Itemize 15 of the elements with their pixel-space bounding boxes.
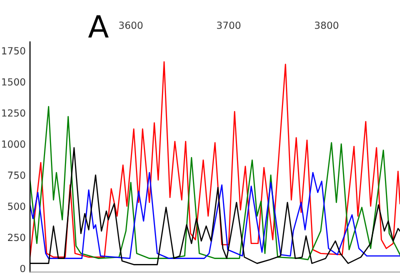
x-tick-label: 3600: [119, 22, 143, 29]
line-series: [30, 106, 400, 260]
x-tick-label: 3800: [314, 22, 338, 29]
x-tick-label: 3700: [217, 22, 240, 29]
y-tick-label: 1250: [2, 109, 26, 117]
y-tick-label: 1500: [2, 78, 26, 86]
y-tick-label: 500: [8, 202, 26, 210]
line-series: [30, 172, 400, 259]
y-tick-label: 1000: [2, 140, 26, 148]
y-tick-label: 1750: [2, 47, 26, 54]
text: A: [88, 15, 109, 38]
y-tick-label: 750: [8, 172, 26, 179]
y-tick-label: 0: [20, 264, 26, 272]
y-tick-label: 250: [8, 234, 26, 242]
line-series: [30, 61, 400, 258]
